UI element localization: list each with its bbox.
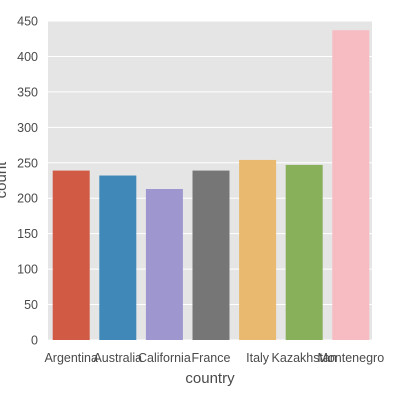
y-tick-label: 250 xyxy=(17,156,38,170)
y-tick-label: 400 xyxy=(17,50,38,64)
bar-california xyxy=(145,189,183,340)
y-tick-label: 100 xyxy=(17,263,38,277)
bars xyxy=(52,30,370,341)
x-tick-label-italy: Italy xyxy=(246,351,270,365)
y-tick-labels: 0 50 100 150 200 250 300 350 400 450 xyxy=(17,15,38,348)
x-axis-label: country xyxy=(185,370,235,387)
x-tick-label-australia: Australia xyxy=(93,351,142,365)
x-tick-label-montenegro: Montenegro xyxy=(317,351,384,365)
y-tick-label: 0 xyxy=(31,334,38,348)
x-tick-label-california: California xyxy=(138,351,191,365)
y-axis-label: count xyxy=(0,161,10,199)
y-tick-label: 50 xyxy=(24,298,38,312)
y-tick-label: 300 xyxy=(17,121,38,135)
bar-italy xyxy=(239,159,277,340)
x-tick-label-argentina: Argentina xyxy=(44,351,98,365)
y-tick-label: 200 xyxy=(17,192,38,206)
bar-france xyxy=(192,170,230,340)
bar-argentina xyxy=(52,170,90,340)
y-tick-label: 350 xyxy=(17,85,38,99)
y-tick-label: 150 xyxy=(17,227,38,241)
bar-kazakhstan xyxy=(285,164,323,340)
x-tick-label-france: France xyxy=(192,351,231,365)
x-tick-label-kazakhstan: Kazakhstan xyxy=(272,351,337,365)
y-tick-label: 450 xyxy=(17,15,38,29)
bar-montenegro xyxy=(332,30,370,341)
bar-australia xyxy=(99,175,137,340)
